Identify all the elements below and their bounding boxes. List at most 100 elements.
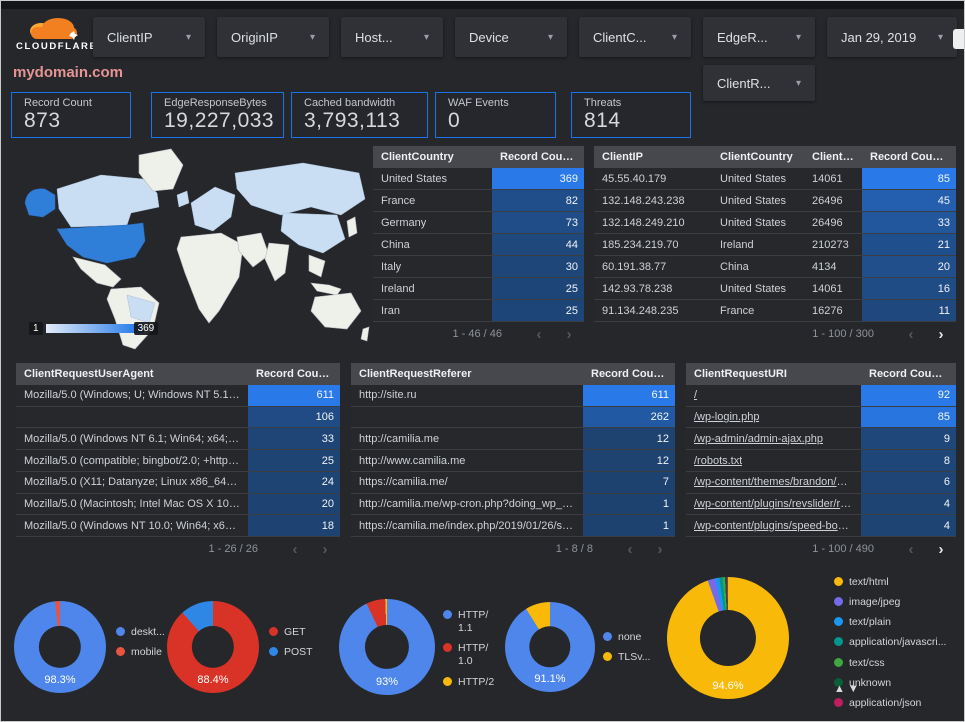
column-header[interactable]: ClientRequestReferer xyxy=(359,368,472,380)
column-header[interactable]: ClientRequestUserAgent xyxy=(24,368,154,380)
table-row[interactable]: / 92 xyxy=(686,385,956,407)
legend-item[interactable]: application/javascri... xyxy=(834,636,946,649)
scorecard-threats[interactable]: Threats 814 xyxy=(571,92,691,138)
legend-item[interactable]: application/json xyxy=(834,697,946,710)
filter-edgeresponse[interactable]: EdgeR... ▾ xyxy=(703,17,815,57)
table-row[interactable]: Ireland 25 xyxy=(373,278,584,300)
column-header[interactable]: ClientCountry xyxy=(720,151,793,163)
scorecard-record-count[interactable]: Record Count 873 xyxy=(11,92,131,138)
scorecard-cached-bandwidth[interactable]: Cached bandwidth 3,793,113 xyxy=(291,92,428,138)
legend-item[interactable]: POST xyxy=(269,646,313,659)
column-header[interactable]: Record Count ▼ xyxy=(256,368,340,380)
table-row[interactable]: Mozilla/5.0 (Macintosh; Intel Mac OS X 1… xyxy=(16,493,340,516)
legend-item[interactable]: image/jpeg xyxy=(834,596,946,609)
filter-clientip[interactable]: ClientIP ▾ xyxy=(93,17,205,57)
sort-descending-icon[interactable]: ▼ xyxy=(946,153,955,162)
table-row[interactable]: 142.93.78.238 United States 14061 16 xyxy=(594,278,956,300)
scorecard-edge-response-bytes[interactable]: EdgeResponseBytes 19,227,033 xyxy=(151,92,284,138)
table-row[interactable]: /wp-content/themes/brandon/plu... 6 xyxy=(686,471,956,494)
uri-link[interactable]: /robots.txt xyxy=(694,454,743,467)
content-type-donut[interactable]: 94.6% xyxy=(667,577,789,699)
table-row[interactable]: Mozilla/5.0 (Windows NT 6.1; Win64; x64;… xyxy=(16,428,340,451)
column-header[interactable]: ClientRequestURI xyxy=(694,368,787,380)
legend-pager-down-icon[interactable]: ▼ xyxy=(847,683,862,695)
table-row[interactable]: http://www.camilia.me 12 xyxy=(351,450,675,472)
column-header[interactable]: Record Count ▼ xyxy=(500,151,584,163)
column-header[interactable]: ClientASN xyxy=(812,151,862,163)
table-row[interactable]: China 44 xyxy=(373,234,584,256)
referer-table[interactable]: ClientRequestReferer Record Count ▼ http://… xyxy=(351,363,675,561)
tls-version-donut[interactable]: 91.1% xyxy=(505,602,595,692)
legend-item[interactable]: HTTP/ 1.1 xyxy=(443,609,494,635)
client-ip-table[interactable]: ClientIP ClientCountry ClientASN Record Cou… xyxy=(594,146,956,346)
sort-descending-icon[interactable]: ▼ xyxy=(332,370,340,379)
table-row[interactable]: 132.148.249.210 United States 26496 33 xyxy=(594,212,956,234)
legend-item[interactable]: deskt... xyxy=(116,626,165,639)
column-header[interactable]: Record Count ▼ xyxy=(870,151,955,163)
table-row[interactable]: 262 xyxy=(351,406,675,429)
user-agent-table[interactable]: ClientRequestUserAgent Record Count ▼ Mozil… xyxy=(16,363,340,561)
table-row[interactable]: http://camilia.me/wp-cron.php?doing_wp_c… xyxy=(351,493,675,516)
column-header[interactable]: Record Count ▼ xyxy=(591,368,675,380)
table-row[interactable]: /robots.txt 8 xyxy=(686,450,956,472)
legend-item[interactable]: GET xyxy=(269,626,313,639)
client-country-table[interactable]: ClientCountry Record Count ▼ United States 3… xyxy=(373,146,584,346)
table-row[interactable]: United States 369 xyxy=(373,168,584,190)
uri-link[interactable]: /wp-admin/admin-ajax.php xyxy=(694,432,824,445)
uri-link[interactable]: /wp-content/plugins/revslider/rs-p... xyxy=(694,497,853,510)
table-row[interactable]: France 82 xyxy=(373,190,584,212)
table-row[interactable]: 60.191.38.77 China 4134 20 xyxy=(594,256,956,278)
table-row[interactable]: https://camilia.me/7 xyxy=(351,471,675,494)
legend-item[interactable]: TLSv... xyxy=(603,651,650,664)
table-row[interactable]: 106 xyxy=(16,406,340,429)
scorecard-waf-events[interactable]: WAF Events 0 xyxy=(435,92,556,138)
filter-host[interactable]: Host... ▾ xyxy=(341,17,443,57)
table-row[interactable]: http://camilia.me 12 xyxy=(351,428,675,451)
uri-link[interactable]: /wp-login.php xyxy=(694,411,760,424)
http-version-donut[interactable]: 93% xyxy=(339,599,435,695)
table-row[interactable]: /wp-content/plugins/speed-booste... 4 xyxy=(686,515,956,538)
world-map-chart[interactable]: 1 369 xyxy=(11,145,371,351)
table-row[interactable]: Mozilla/5.0 (X11; Datanyze; Linux x86_64… xyxy=(16,471,340,494)
request-uri-table[interactable]: ClientRequestURI Record Count ▼ / 92/wp-logi… xyxy=(686,363,956,561)
table-row[interactable]: /wp-login.php 85 xyxy=(686,406,956,429)
table-row[interactable]: /wp-admin/admin-ajax.php 9 xyxy=(686,428,956,451)
table-row[interactable]: 132.148.243.238 United States 26496 45 xyxy=(594,190,956,212)
table-row[interactable]: Mozilla/5.0 (Windows NT 10.0; Win64; x64… xyxy=(16,515,340,538)
table-row[interactable]: /wp-content/plugins/revslider/rs-p... 4 xyxy=(686,493,956,516)
legend-item[interactable]: HTTP/2 xyxy=(443,676,494,689)
table-row[interactable]: Mozilla/5.0 (Windows; U; Windows NT 5.1;… xyxy=(16,385,340,407)
column-header[interactable]: ClientCountry xyxy=(381,151,454,163)
table-row[interactable]: Mozilla/5.0 (compatible; bingbot/2.0; +h… xyxy=(16,450,340,472)
filter-device[interactable]: Device ▾ xyxy=(455,17,567,57)
table-row[interactable]: Germany 73 xyxy=(373,212,584,234)
legend-item[interactable]: mobile xyxy=(116,646,165,659)
legend-item[interactable]: text/html xyxy=(834,576,946,589)
column-header[interactable]: Record Count ▼ xyxy=(869,368,954,380)
table-row[interactable]: 185.234.219.70 Ireland 210273 21 xyxy=(594,234,956,256)
legend-pager-up-icon[interactable]: ▲ xyxy=(834,683,848,695)
table-row[interactable]: http://site.ru 611 xyxy=(351,385,675,407)
filter-clientrequest[interactable]: ClientR... ▾ xyxy=(703,65,815,101)
next-page-icon[interactable]: › xyxy=(938,325,944,343)
sort-descending-icon[interactable]: ▼ xyxy=(576,153,584,162)
table-row[interactable]: 45.55.40.179 United States 14061 85 xyxy=(594,168,956,190)
legend-item[interactable]: text/plain xyxy=(834,616,946,629)
http-method-donut[interactable]: 88.4% xyxy=(167,601,259,693)
filter-clientcountry[interactable]: ClientC... ▾ xyxy=(579,17,691,57)
uri-link[interactable]: / xyxy=(694,389,698,402)
device-type-donut[interactable]: 98.3% xyxy=(14,601,106,693)
table-row[interactable]: Italy 30 xyxy=(373,256,584,278)
table-row[interactable]: Iran 25 xyxy=(373,300,584,322)
uri-link[interactable]: /wp-content/plugins/speed-booste... xyxy=(694,519,853,532)
sort-descending-icon[interactable]: ▼ xyxy=(945,370,954,379)
legend-item[interactable]: none xyxy=(603,631,650,644)
legend-item[interactable]: HTTP/ 1.0 xyxy=(443,642,494,668)
page-scrollbar-thumb[interactable] xyxy=(953,29,964,49)
date-range-filter[interactable]: Jan 29, 2019 ▾ xyxy=(827,17,957,57)
uri-link[interactable]: /wp-content/themes/brandon/plu... xyxy=(694,476,853,489)
table-row[interactable]: 91.134.248.235 France 16276 11 xyxy=(594,300,956,322)
sort-descending-icon[interactable]: ▼ xyxy=(667,370,675,379)
legend-pager[interactable]: ▲▼ xyxy=(834,683,862,695)
filter-originip[interactable]: OriginIP ▾ xyxy=(217,17,329,57)
